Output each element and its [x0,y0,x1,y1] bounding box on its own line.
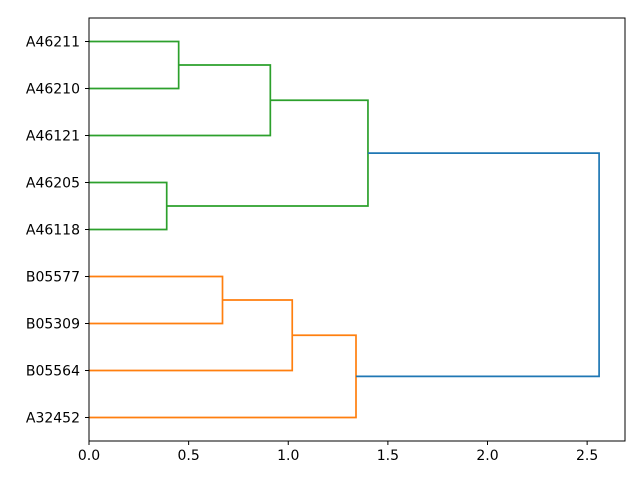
leaf-label-A46211: A46211 [26,35,80,51]
x-axis-tick-label: 2.5 [576,448,598,464]
leaf-label-A46205: A46205 [26,176,80,192]
dendrogram-link-ROOT [356,152,600,378]
leaf-label-B05564: B05564 [26,364,80,380]
axes-spines [88,17,626,442]
leaf-label-A46210: A46210 [26,82,80,98]
x-axis-tick-label: 1.0 [277,448,299,464]
dendrogram-link-O3 [89,334,357,419]
x-axis-tick-label: 0.0 [78,448,100,464]
x-axis-tick-label: 2.0 [476,448,498,464]
leaf-label-A32452: A32452 [26,411,80,427]
dendrogram-link-G3 [89,181,168,231]
dendrogram-link-G2 [89,64,272,137]
leaf-label-B05577: B05577 [26,270,80,286]
dendrogram-link-G1 [89,40,180,90]
x-axis-tick-label: 1.5 [377,448,399,464]
leaf-label-B05309: B05309 [26,317,80,333]
dendrogram-link-O2 [89,299,294,372]
dendrogram-link-O1 [89,275,224,325]
dendrogram-link-G4 [166,99,369,207]
leaf-label-A46121: A46121 [26,129,80,145]
leaf-label-A46118: A46118 [26,223,80,239]
x-axis-tick-label: 0.5 [177,448,199,464]
